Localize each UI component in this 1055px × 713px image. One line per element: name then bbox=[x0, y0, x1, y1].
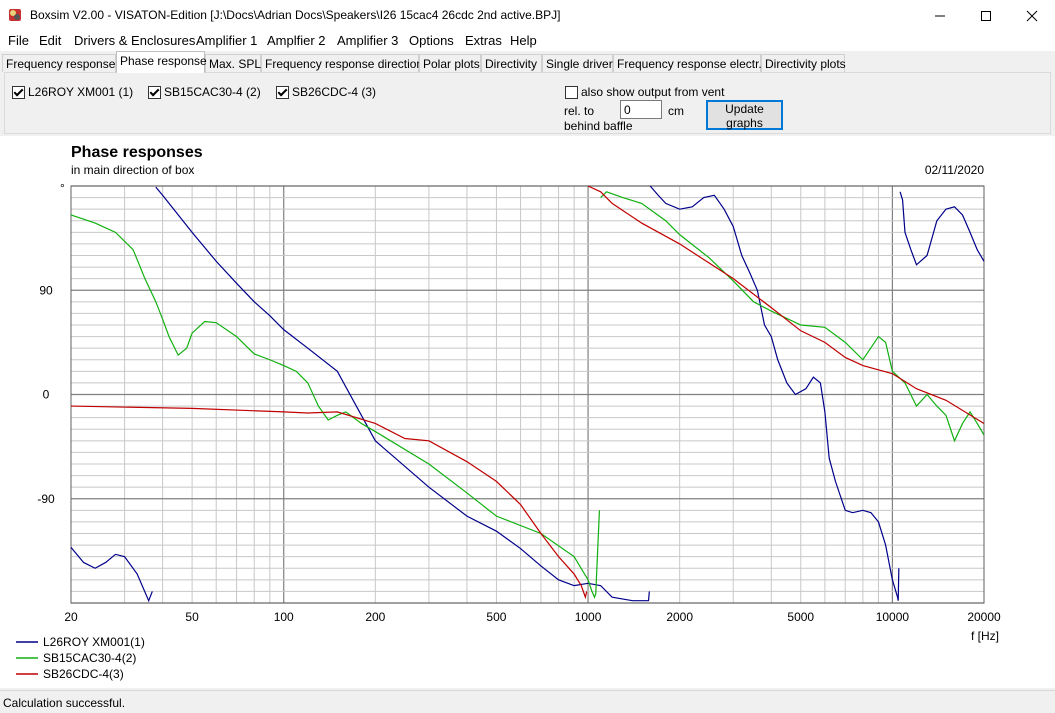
y-tick-label: -90 bbox=[37, 492, 55, 506]
menu-edit[interactable]: Edit bbox=[39, 33, 62, 48]
menu-extras[interactable]: Extras bbox=[465, 33, 502, 48]
chart-subtitle: in main direction of box bbox=[71, 163, 194, 177]
maximize-button[interactable] bbox=[963, 0, 1009, 31]
checkbox-checked-icon bbox=[12, 85, 25, 99]
series-line-1 bbox=[70, 185, 985, 603]
chart-title: Phase responses bbox=[71, 144, 203, 161]
legend-label-3: SB26CDC-4(3) bbox=[43, 667, 124, 681]
tab-bar: Frequency response. Phase response Max. … bbox=[0, 51, 1055, 73]
driver-checkbox-2[interactable]: SB15CAC30-4 (2) bbox=[148, 85, 261, 99]
checkbox-unchecked-icon bbox=[565, 85, 578, 99]
x-tick-label: 50 bbox=[185, 610, 199, 624]
tab-directivity-plots[interactable]: Directivity plots bbox=[761, 54, 846, 72]
driver-label-2: SB15CAC30-4 (2) bbox=[164, 85, 261, 99]
app-icon bbox=[9, 9, 21, 21]
checkbox-checked-icon bbox=[148, 85, 161, 99]
x-tick-label: 500 bbox=[486, 610, 506, 624]
vent-label: also show output from vent bbox=[581, 85, 725, 99]
y-axis-unit: ° bbox=[60, 181, 65, 195]
behind-baffle-label: behind baffle bbox=[564, 119, 633, 133]
x-tick-label: 1000 bbox=[575, 610, 602, 624]
controls-panel bbox=[4, 72, 1051, 134]
x-tick-label: 5000 bbox=[787, 610, 814, 624]
menu-amplifier-2[interactable]: Amplfier 2 bbox=[267, 33, 326, 48]
menu-amplifier-3[interactable]: Amplifier 3 bbox=[337, 33, 399, 48]
menu-help[interactable]: Help bbox=[510, 33, 537, 48]
phase-chart: 20 50 100 200 500 1000 2000 5000 10000 20000 90 0 -9… bbox=[16, 144, 1001, 681]
driver-checkbox-3[interactable]: SB26CDC-4 (3) bbox=[276, 85, 376, 99]
maximize-icon bbox=[981, 10, 991, 21]
tab-frequency-response[interactable]: Frequency response. bbox=[2, 54, 119, 72]
x-tick-label: 10000 bbox=[876, 610, 910, 624]
plot-frame bbox=[70, 185, 985, 604]
vent-checkbox[interactable]: also show output from vent bbox=[565, 85, 724, 99]
status-text: Calculation successful. bbox=[3, 696, 126, 710]
tab-frequency-response-electr[interactable]: Frequency response electr.. bbox=[613, 54, 765, 72]
x-tick-label: 200 bbox=[365, 610, 385, 624]
tab-directivity[interactable]: Directivity bbox=[481, 54, 542, 72]
series-line-3 bbox=[70, 185, 985, 600]
x-axis-label: f [Hz] bbox=[971, 629, 999, 643]
driver-label-1: L26ROY XM001 (1) bbox=[28, 85, 134, 99]
minimize-button[interactable] bbox=[917, 0, 963, 31]
minimize-icon bbox=[935, 15, 945, 16]
chart-date: 02/11/2020 bbox=[925, 163, 984, 177]
menu-options[interactable]: Options bbox=[409, 33, 454, 48]
y-tick-label: 0 bbox=[43, 388, 50, 402]
menu-drivers-enclosures[interactable]: Drivers & Enclosures bbox=[74, 33, 196, 48]
offset-input[interactable] bbox=[620, 100, 662, 119]
y-tick-label: 90 bbox=[39, 283, 53, 297]
tab-single-driver[interactable]: Single driver bbox=[542, 54, 613, 72]
menu-bar: File Edit Drivers & Enclosures Amplifier… bbox=[0, 31, 1055, 51]
menu-file[interactable]: File bbox=[8, 33, 29, 48]
series-line-2 bbox=[70, 191, 985, 599]
legend-label-1: L26ROY XM001(1) bbox=[43, 635, 145, 649]
tab-max-spl[interactable]: Max. SPL bbox=[205, 54, 261, 72]
x-tick-label: 20 bbox=[64, 610, 78, 624]
x-tick-label: 2000 bbox=[666, 610, 693, 624]
driver-checkbox-1[interactable]: L26ROY XM001 (1) bbox=[12, 85, 133, 99]
menu-amplifier-1[interactable]: Amplifier 1 bbox=[196, 33, 258, 48]
update-graphs-button[interactable]: Update graphs bbox=[706, 100, 783, 130]
close-icon bbox=[1026, 10, 1038, 21]
tab-polar-plots[interactable]: Polar plots bbox=[419, 54, 481, 72]
title-bar: Boxsim V2.00 - VISATON-Edition [J:\Docs\… bbox=[0, 0, 1055, 31]
tab-phase-response[interactable]: Phase response bbox=[116, 51, 207, 73]
status-bar: Calculation successful. bbox=[0, 690, 1055, 713]
x-tick-label: 20000 bbox=[967, 610, 1001, 624]
legend-label-2: SB15CAC30-4(2) bbox=[43, 651, 136, 665]
offset-unit-label: cm bbox=[668, 104, 684, 118]
rel-to-label: rel. to bbox=[564, 104, 595, 118]
x-tick-label: 100 bbox=[274, 610, 294, 624]
window-title: Boxsim V2.00 - VISATON-Edition [J:\Docs\… bbox=[30, 8, 561, 22]
checkbox-checked-icon bbox=[276, 85, 289, 99]
graph-area: 20 50 100 200 500 1000 2000 5000 10000 20000 90 0 -9… bbox=[0, 136, 1055, 688]
tab-frequency-response-directions[interactable]: Frequency response directions bbox=[261, 54, 429, 72]
driver-label-3: SB26CDC-4 (3) bbox=[292, 85, 377, 99]
close-button[interactable] bbox=[1009, 0, 1055, 31]
